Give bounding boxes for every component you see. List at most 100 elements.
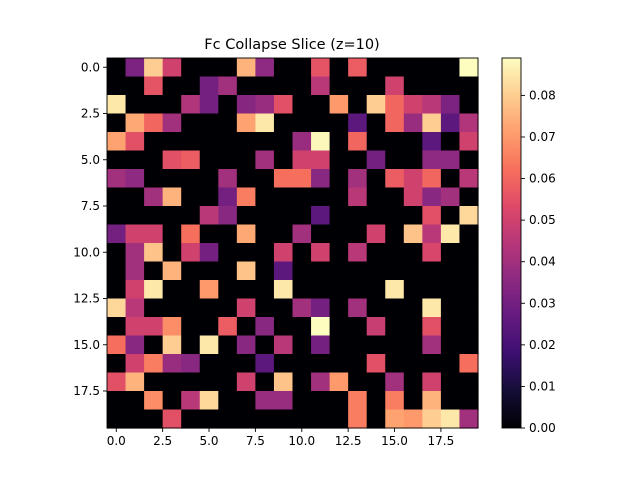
- heatmap-cell: [273, 391, 294, 411]
- heatmap-cell: [440, 76, 461, 96]
- heatmap-cell: [125, 335, 145, 355]
- heatmap-cell: [459, 391, 479, 411]
- heatmap-cell: [385, 261, 405, 281]
- heatmap-cell: [181, 298, 201, 318]
- heatmap-cell: [162, 113, 182, 133]
- y-tick-label: 10.0: [73, 245, 100, 259]
- heatmap-cell: [329, 76, 349, 96]
- heatmap-cell: [440, 169, 461, 189]
- heatmap-cell: [107, 317, 127, 337]
- heatmap-cell: [181, 187, 201, 207]
- heatmap-cell: [459, 261, 479, 281]
- heatmap-cell: [311, 280, 331, 300]
- heatmap-cell: [366, 409, 386, 429]
- heatmap-cell: [422, 261, 442, 281]
- heatmap-cell: [311, 317, 331, 337]
- heatmap-cell: [273, 261, 294, 281]
- heatmap-cell: [385, 113, 405, 133]
- heatmap-cell: [218, 150, 238, 170]
- heatmap-cell: [144, 261, 164, 281]
- heatmap-cell: [366, 113, 386, 133]
- heatmap-cell: [273, 298, 294, 318]
- heatmap-cell: [107, 206, 127, 226]
- heatmap-cell: [107, 113, 127, 133]
- colorbar-tick-label: 0.07: [529, 130, 556, 144]
- heatmap-cell: [422, 298, 442, 318]
- heatmap-cell: [366, 132, 386, 152]
- heatmap-cell: [162, 187, 182, 207]
- heatmap-cell: [125, 261, 145, 281]
- heatmap-cell: [255, 261, 275, 281]
- heatmap-cell: [273, 335, 294, 355]
- heatmap-cell: [385, 58, 405, 78]
- heatmap-cell: [440, 354, 461, 374]
- heatmap-cell: [199, 243, 219, 263]
- heatmap-cell: [440, 187, 461, 207]
- heatmap-cell: [236, 372, 256, 392]
- heatmap-cell: [181, 280, 201, 300]
- heatmap-cell: [329, 187, 349, 207]
- heatmap-cell: [199, 113, 219, 133]
- heatmap-cell: [236, 261, 256, 281]
- heatmap-cell: [236, 76, 256, 96]
- heatmap-cell: [459, 224, 479, 244]
- colorbar: [502, 58, 521, 428]
- heatmap-cell: [292, 169, 312, 189]
- heatmap-cell: [236, 206, 256, 226]
- heatmap-cell: [236, 169, 256, 189]
- heatmap-cell: [311, 113, 331, 133]
- heatmap-cell: [162, 409, 182, 429]
- heatmap-cell: [459, 280, 479, 300]
- heatmap-cell: [125, 150, 145, 170]
- heatmap-cell: [199, 95, 219, 115]
- heatmap-cell: [162, 95, 182, 115]
- heatmap-cell: [162, 58, 182, 78]
- heatmap-cell: [422, 58, 442, 78]
- heatmap-cell: [329, 409, 349, 429]
- heatmap-cell: [125, 298, 145, 318]
- heatmap-cell: [255, 409, 275, 429]
- heatmap-cell: [459, 206, 479, 226]
- heatmap-cell: [199, 409, 219, 429]
- heatmap-cell: [218, 354, 238, 374]
- heatmap-cell: [329, 243, 349, 263]
- heatmap-cell: [273, 224, 294, 244]
- heatmap-cell: [422, 280, 442, 300]
- heatmap-cell: [348, 206, 368, 226]
- heatmap-cell: [403, 298, 423, 318]
- heatmap-cell: [459, 169, 479, 189]
- heatmap-cell: [107, 243, 127, 263]
- heatmap-cell: [311, 150, 331, 170]
- heatmap-cell: [329, 150, 349, 170]
- heatmap-cell: [422, 206, 442, 226]
- heatmap-cell: [459, 76, 479, 96]
- heatmap-cell: [162, 224, 182, 244]
- heatmap-cell: [144, 206, 164, 226]
- heatmap-cell: [292, 150, 312, 170]
- heatmap-cell: [459, 298, 479, 318]
- heatmap-cell: [125, 409, 145, 429]
- heatmap-cell: [273, 169, 294, 189]
- heatmap-cell: [125, 206, 145, 226]
- heatmap-cell: [218, 76, 238, 96]
- x-tick-label: 15.0: [381, 434, 408, 448]
- heatmap-cell: [236, 95, 256, 115]
- heatmap-cell: [199, 76, 219, 96]
- heatmap-cell: [273, 280, 294, 300]
- heatmap-cell: [255, 354, 275, 374]
- heatmap-cell: [329, 95, 349, 115]
- heatmap-cell: [218, 372, 238, 392]
- heatmap-cell: [459, 243, 479, 263]
- heatmap-cell: [329, 113, 349, 133]
- heatmap-cell: [385, 150, 405, 170]
- heatmap-cell: [459, 58, 479, 78]
- heatmap-cell: [440, 95, 461, 115]
- heatmap-cell: [459, 317, 479, 337]
- heatmap-cell: [329, 169, 349, 189]
- heatmap-cell: [366, 76, 386, 96]
- heatmap-cell: [311, 261, 331, 281]
- x-tick-label: 7.5: [246, 434, 265, 448]
- heatmap-cell: [218, 132, 238, 152]
- heatmap-cell: [403, 243, 423, 263]
- heatmap-cell: [255, 224, 275, 244]
